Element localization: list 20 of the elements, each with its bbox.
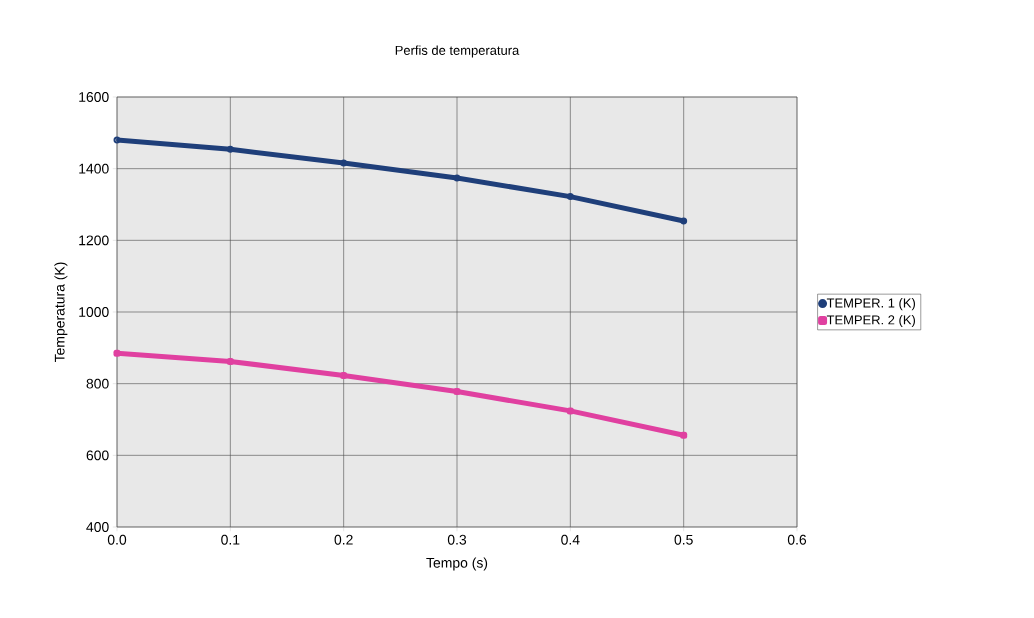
- point: [680, 217, 688, 225]
- x-tick-label: 0.3: [447, 534, 467, 545]
- x-axis-title: Tempo (s): [426, 557, 488, 571]
- y-tick-label: 400: [86, 522, 109, 532]
- x-tick-label: 0.6: [787, 534, 807, 545]
- legend-label: TEMPER. 1 (K): [826, 298, 915, 311]
- x-tick-label: 0.5: [674, 534, 693, 545]
- y-tick-label: 1400: [79, 163, 109, 174]
- y-tick-label: 800: [86, 378, 109, 389]
- x-tick-label: 0.2: [334, 534, 353, 545]
- x-tick-label: 0.4: [561, 534, 580, 545]
- y-tick-label: 1600: [79, 92, 109, 102]
- y-tick-label: 600: [86, 450, 109, 461]
- y-axis-title: Temperatura (K): [54, 262, 68, 363]
- x-tick-label: 0.0: [107, 534, 127, 545]
- y-tick-label: 1000: [79, 307, 109, 317]
- x-tick-label: 0.1: [221, 534, 240, 545]
- y-tick-label: 1200: [79, 235, 109, 246]
- chart-title: Perfis de temperatura: [395, 45, 520, 58]
- legend-label: TEMPER. 2 (K): [826, 314, 915, 328]
